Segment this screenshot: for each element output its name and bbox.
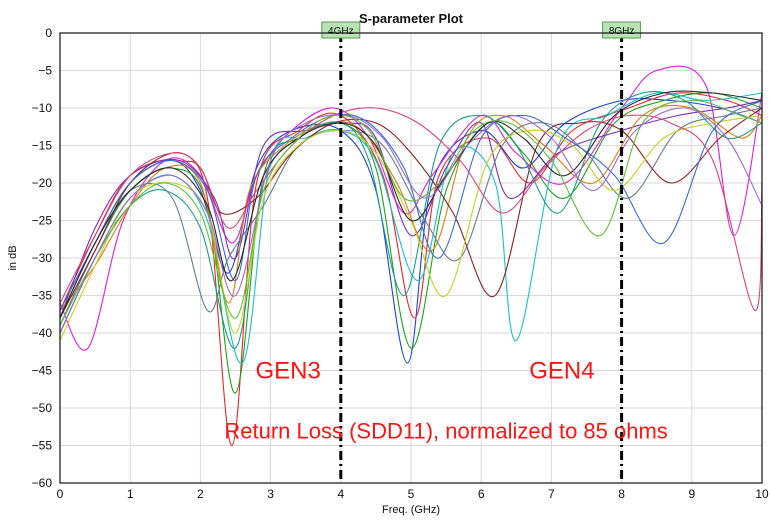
x-axis-label: Freq. (GHz)	[382, 504, 440, 516]
y-tick-label: −10	[32, 101, 53, 115]
annotation-text: GEN4	[529, 358, 594, 385]
series-line-12	[59, 100, 763, 311]
x-tick-label: 3	[267, 487, 274, 501]
y-tick-label: −50	[32, 401, 53, 415]
series-line-15	[59, 99, 763, 326]
marker-tag	[321, 21, 361, 39]
series-line-6	[59, 99, 763, 319]
x-tick-label: 8	[618, 487, 625, 501]
annotations: GEN3 GEN4 Return Loss (SDD11), normalized …	[224, 358, 667, 444]
x-tick-label: 0	[57, 487, 64, 501]
series-line-16	[59, 107, 763, 334]
chart-title: S-parameter Plot	[359, 11, 464, 26]
x-tick-label: 4	[337, 487, 344, 501]
y-tick-label: −25	[32, 214, 53, 228]
y-tick-label: −55	[32, 439, 53, 453]
marker-tag	[602, 21, 642, 39]
y-tick-label: −30	[32, 251, 53, 265]
plot-frame	[59, 32, 763, 484]
series-line-14	[59, 90, 763, 319]
y-tick-label: −60	[32, 476, 53, 490]
y-tick-label: −5	[38, 64, 52, 78]
annotation-text: Return Loss (SDD11), normalized to 85 oh…	[224, 419, 667, 444]
y-tick-label: 0	[45, 26, 52, 40]
y-tick-label: −15	[32, 139, 53, 153]
y-tick-label: −45	[32, 364, 53, 378]
x-tick-label: 10	[755, 487, 769, 501]
frequency-markers: 4GHz 8GHz	[321, 21, 642, 483]
y-tick-label: −20	[32, 176, 53, 190]
x-tick-label: 6	[478, 487, 485, 501]
series-line-13	[59, 107, 763, 312]
annotation-text: GEN3	[255, 358, 320, 385]
series-line-3	[59, 92, 763, 394]
x-tick-label: 2	[197, 487, 204, 501]
series-line-10	[59, 91, 763, 349]
marker-label: 8GHz	[609, 26, 635, 37]
tick-labels: 0 1 2 3 4 5 6 7 8 9 10 0 −5 −10 −15 −20 −25 −30 −35 −40 −45 −…	[32, 26, 769, 501]
x-tick-label: 1	[127, 487, 134, 501]
x-tick-label: 7	[548, 487, 555, 501]
x-tick-label: 9	[688, 487, 695, 501]
y-axis-label: in dB	[7, 245, 19, 270]
x-tick-label: 5	[408, 487, 415, 501]
y-tick-label: −40	[32, 326, 53, 340]
marker-label: 4GHz	[328, 26, 354, 37]
series-line-11	[59, 114, 763, 341]
y-tick-label: −35	[32, 289, 53, 303]
